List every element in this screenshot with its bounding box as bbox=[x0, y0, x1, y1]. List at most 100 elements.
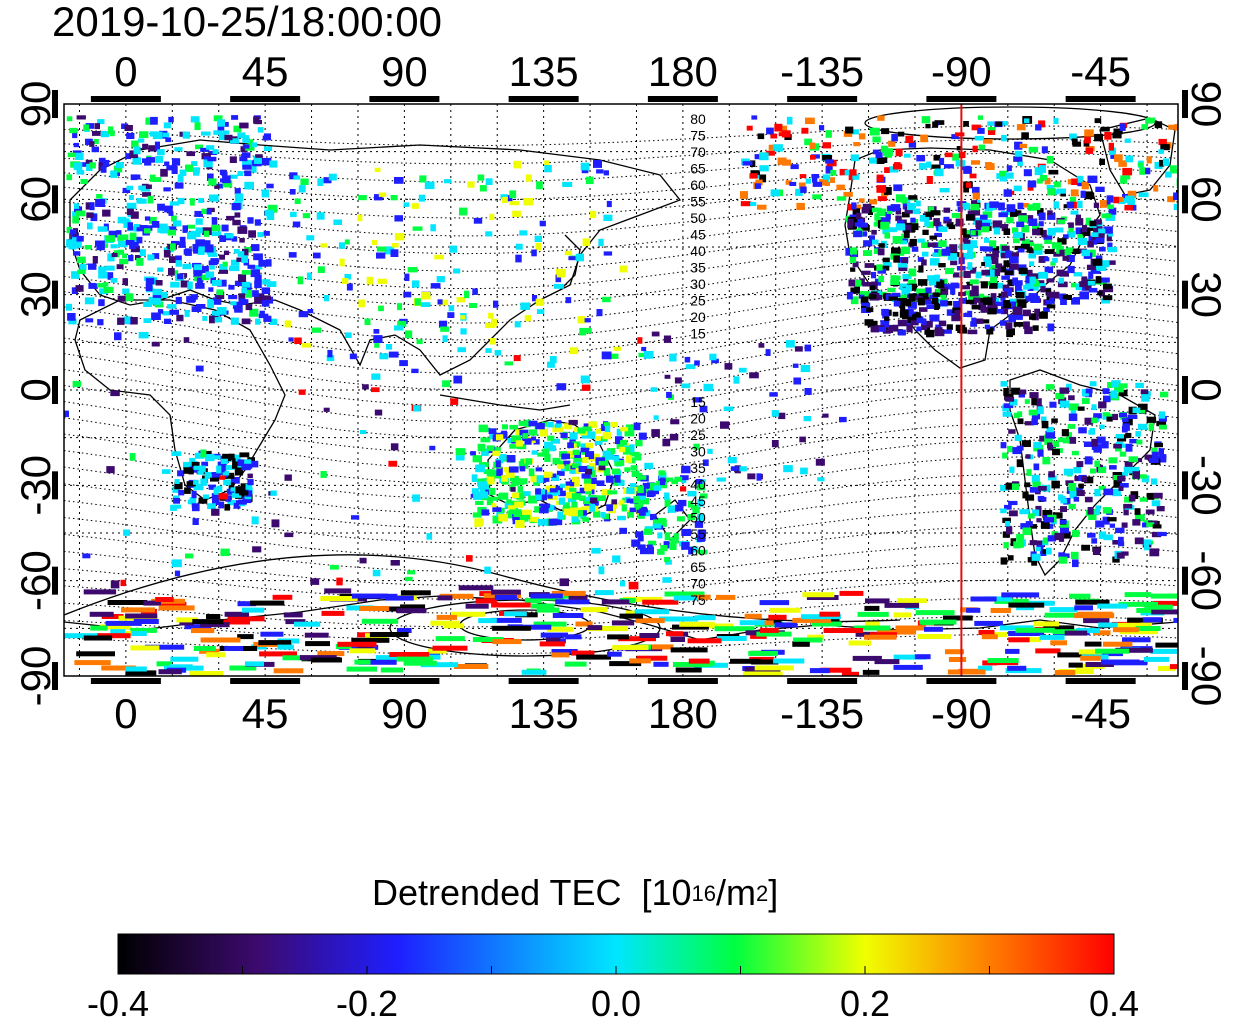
tec-data-point bbox=[1085, 662, 1114, 667]
tec-data-point bbox=[1097, 603, 1128, 609]
tec-data-point bbox=[84, 297, 95, 305]
tec-data-point bbox=[1159, 159, 1165, 167]
tec-data-point bbox=[110, 390, 120, 397]
tec-data-point bbox=[847, 221, 853, 229]
tec-data-point bbox=[394, 215, 403, 222]
tec-data-point bbox=[1087, 507, 1094, 515]
tec-data-point bbox=[1009, 263, 1019, 270]
lat-tick-bar-right bbox=[1182, 376, 1188, 404]
tec-data-point bbox=[759, 600, 790, 606]
tec-data-point bbox=[1048, 475, 1057, 481]
tec-data-point bbox=[307, 309, 314, 314]
tec-data-point bbox=[963, 233, 972, 238]
tec-data-point bbox=[852, 261, 859, 268]
tec-data-point bbox=[642, 599, 679, 605]
tec-data-point bbox=[549, 488, 558, 493]
tec-data-point bbox=[164, 318, 172, 324]
tec-data-point bbox=[376, 246, 387, 252]
tec-data-point bbox=[800, 365, 811, 373]
lon-tick-label-top: 180 bbox=[648, 48, 718, 95]
tec-data-point bbox=[240, 146, 248, 153]
tec-data-point bbox=[237, 601, 257, 607]
tec-data-point bbox=[855, 212, 862, 219]
tec-data-point bbox=[266, 183, 274, 189]
tec-data-point bbox=[602, 432, 612, 440]
tec-data-point bbox=[1060, 498, 1067, 504]
tec-data-point bbox=[521, 669, 547, 675]
tec-data-point bbox=[492, 639, 522, 645]
tec-data-point bbox=[404, 273, 410, 281]
lat-tick-bar-right bbox=[1182, 471, 1188, 500]
tec-data-point bbox=[749, 160, 756, 167]
tec-data-point bbox=[376, 252, 386, 259]
tec-data-point bbox=[346, 666, 377, 672]
tec-data-point bbox=[564, 423, 573, 430]
tec-data-point bbox=[522, 509, 532, 518]
tec-data-point bbox=[488, 496, 499, 501]
tec-data-point bbox=[1033, 247, 1043, 255]
tec-data-point bbox=[430, 224, 436, 232]
tec-data-point bbox=[799, 174, 807, 179]
tec-data-point bbox=[877, 268, 887, 274]
tec-data-point bbox=[488, 428, 497, 434]
tec-data-point bbox=[1054, 670, 1076, 675]
tec-data-point bbox=[71, 287, 78, 294]
tec-data-point bbox=[133, 146, 141, 155]
tec-data-point bbox=[248, 230, 256, 238]
tec-data-point bbox=[1016, 533, 1025, 541]
tec-data-point bbox=[1125, 155, 1134, 163]
tec-data-point bbox=[565, 634, 582, 640]
tec-data-point bbox=[1046, 278, 1055, 283]
tec-data-point bbox=[938, 263, 946, 268]
tec-data-point bbox=[496, 509, 505, 517]
tec-data-point bbox=[535, 467, 543, 472]
tec-data-point bbox=[144, 644, 185, 650]
tec-data-point bbox=[1011, 387, 1021, 395]
tec-data-point bbox=[1036, 178, 1043, 184]
tec-data-point bbox=[248, 139, 254, 147]
tec-data-point bbox=[1000, 485, 1009, 491]
tec-data-point bbox=[987, 126, 996, 132]
tec-data-point bbox=[975, 224, 984, 231]
tec-data-point bbox=[145, 117, 153, 125]
tec-data-point bbox=[1087, 532, 1096, 538]
tec-data-point bbox=[978, 144, 986, 150]
lon-tick-label-top: -135 bbox=[780, 48, 864, 95]
tec-data-point bbox=[234, 463, 243, 470]
magnetic-latitude-contour bbox=[64, 543, 1178, 586]
tec-data-point bbox=[995, 121, 1003, 127]
tec-data-point bbox=[220, 548, 230, 557]
tec-data-point bbox=[739, 466, 747, 472]
tec-data-point bbox=[805, 117, 815, 125]
colorbar-ticks: -0.4 -0.2 0.0 0.2 0.4 bbox=[87, 966, 1139, 1024]
tec-data-point bbox=[619, 613, 643, 619]
tec-data-point bbox=[1013, 156, 1023, 162]
tec-data-point bbox=[247, 217, 254, 224]
tec-data-point bbox=[880, 320, 890, 328]
tec-data-point bbox=[1044, 238, 1052, 244]
tec-data-point bbox=[1078, 649, 1102, 655]
tec-data-point bbox=[765, 150, 775, 156]
colorbar-tick-label: 0.2 bbox=[840, 983, 890, 1024]
tec-data-point bbox=[485, 322, 495, 328]
tec-data-point bbox=[162, 311, 170, 316]
tec-data-point bbox=[963, 186, 969, 193]
tec-data-point bbox=[160, 168, 168, 177]
tec-data-point bbox=[583, 423, 592, 429]
tec-data-point bbox=[1165, 171, 1172, 178]
tec-data-point bbox=[237, 634, 254, 640]
tec-data-point bbox=[235, 486, 243, 494]
tec-data-point bbox=[855, 204, 862, 210]
tec-data-point bbox=[1033, 243, 1043, 251]
tec-data-point bbox=[742, 161, 753, 166]
tec-data-point bbox=[1060, 506, 1067, 512]
tec-data-point bbox=[861, 225, 870, 231]
tec-data-point bbox=[658, 517, 667, 526]
tec-data-point bbox=[1069, 593, 1091, 599]
tec-data-point bbox=[556, 470, 565, 476]
lat-tick-bar-left bbox=[52, 471, 58, 500]
lon-tick-label-top: 90 bbox=[381, 48, 428, 95]
tec-data-point bbox=[147, 254, 155, 261]
tec-data-point bbox=[669, 433, 679, 441]
tec-data-point bbox=[163, 247, 174, 253]
